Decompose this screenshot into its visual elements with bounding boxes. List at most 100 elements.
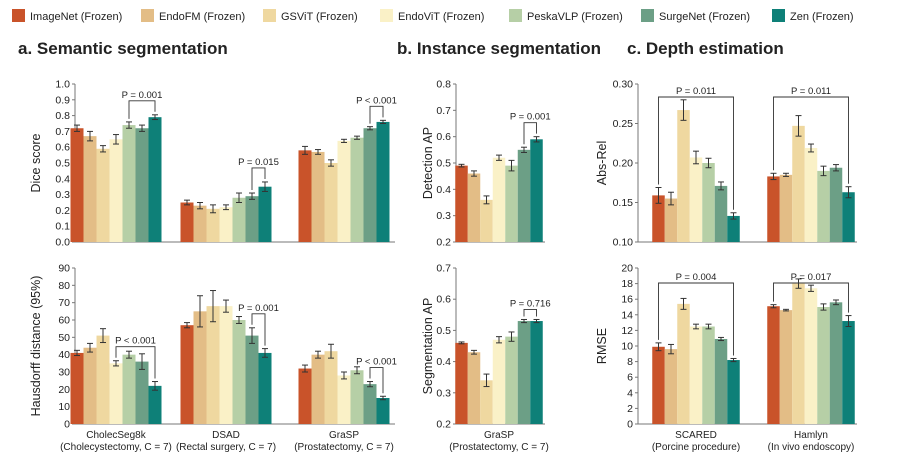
y-tick-label: 0.6	[436, 131, 451, 143]
y-tick-label: 0.1	[55, 221, 70, 233]
bar	[311, 354, 325, 424]
bar	[363, 128, 377, 242]
bar	[664, 349, 678, 424]
bar	[311, 151, 325, 242]
x-category-label: SCARED	[675, 430, 717, 441]
y-tick-label: 0.7	[436, 105, 451, 117]
bar	[779, 310, 793, 424]
p-value-label: P = 0.015	[238, 157, 279, 168]
significance-bracket	[658, 282, 734, 356]
legend-label: EndoFM (Frozen)	[159, 11, 245, 23]
y-tick-label: 12	[621, 325, 633, 337]
significance-bracket	[523, 122, 537, 145]
y-tick-label: 0.30	[613, 79, 634, 91]
y-tick-label: 80	[58, 280, 70, 292]
y-axis-label: Dice score	[29, 133, 43, 192]
bar	[480, 199, 493, 242]
x-category-label: Hamlyn	[794, 430, 828, 441]
y-tick-label: 0.6	[436, 294, 451, 306]
y-tick-label: 60	[58, 315, 70, 327]
significance-bracket	[251, 167, 266, 191]
y-tick-label: 0.10	[613, 237, 634, 249]
bar	[350, 370, 364, 424]
y-tick-label: 0	[627, 419, 633, 431]
x-category-label: DSAD	[212, 430, 240, 441]
p-value-label: P = 0.716	[510, 298, 551, 309]
bar	[363, 384, 377, 424]
legend-swatch	[380, 9, 393, 22]
legend-swatch	[641, 9, 654, 22]
significance-bracket	[115, 346, 156, 379]
y-tick-label: 0.4	[436, 356, 451, 368]
bar	[652, 195, 665, 242]
y-tick-label: 0.0	[55, 237, 70, 249]
y-tick-label: 0	[64, 419, 70, 431]
significance-bracket	[773, 96, 849, 184]
y-tick-label: 18	[621, 278, 633, 290]
bar	[677, 110, 690, 242]
x-category-sublabel: (Prostatectomy, C = 7)	[294, 442, 394, 453]
y-tick-label: 10	[621, 341, 633, 353]
bar	[337, 140, 351, 242]
y-tick-label: 0.2	[436, 237, 451, 249]
bar	[245, 335, 259, 424]
bar	[829, 302, 843, 424]
bar	[298, 368, 312, 424]
bar	[530, 321, 543, 424]
bar	[109, 363, 123, 424]
bar	[70, 128, 84, 242]
section-title-instance: b. Instance segmentation	[397, 39, 601, 58]
p-value-label: P = 0.004	[676, 272, 717, 283]
bar	[467, 352, 481, 424]
x-category-sublabel: (Porcine procedure)	[652, 442, 740, 453]
y-tick-label: 0.2	[55, 205, 70, 217]
y-tick-label: 0.5	[55, 158, 70, 170]
bar	[767, 306, 780, 424]
y-axis-label: Segmentation AP	[421, 298, 435, 395]
legend-label: SurgeNet (Frozen)	[659, 11, 750, 23]
bar	[193, 205, 207, 242]
bar	[258, 186, 272, 242]
bar	[258, 352, 272, 424]
bar	[96, 335, 110, 424]
legend: ImageNet (Frozen) EndoFM (Frozen) GSViT (F…	[12, 9, 854, 23]
bar	[324, 163, 338, 242]
y-tick-label: 0.8	[436, 79, 451, 91]
legend-swatch	[509, 9, 522, 22]
bar	[505, 336, 518, 424]
bar	[83, 136, 97, 242]
bar	[530, 139, 543, 242]
y-tick-label: 6	[627, 372, 633, 384]
detection-ap-chart: 0.2 0.3 0.4 0.5 0.6 0.7 0.8 Detection AP P = 0.0…	[421, 79, 551, 249]
bar	[455, 165, 468, 242]
y-tick-label: 0.7	[436, 263, 451, 275]
bar	[96, 148, 110, 242]
bar	[298, 150, 312, 242]
x-category-sublabel: (In vivo endoscopy)	[768, 442, 855, 453]
dice-score-chart: 0.0 0.1 0.2 0.3 0.4 0.5 0.6 0.7 0.8 0.9 1.0 Dice sc…	[29, 79, 397, 249]
significance-bracket	[773, 282, 849, 313]
section-title-semantic: a. Semantic segmentation	[18, 39, 228, 58]
bar	[677, 303, 690, 424]
y-tick-label: 0.3	[436, 210, 451, 222]
bar	[727, 360, 740, 424]
bar	[219, 306, 233, 424]
bar	[652, 346, 665, 424]
segmentation-ap-chart: 0.2 0.3 0.4 0.5 0.6 0.7 Segmentation AP GraSP(P…	[421, 263, 551, 454]
legend-swatch	[772, 9, 785, 22]
y-tick-label: 90	[58, 263, 70, 275]
x-category-sublabel: (Prostatectomy, C = 7)	[449, 442, 549, 453]
bar	[689, 326, 703, 424]
significance-bracket	[128, 100, 156, 119]
p-value-label: P = 0.017	[791, 272, 832, 283]
y-tick-label: 1.0	[55, 79, 70, 91]
y-tick-label: 10	[58, 401, 70, 413]
bar	[206, 306, 220, 424]
y-tick-label: 0.9	[55, 94, 70, 106]
y-tick-label: 20	[58, 384, 70, 396]
bar	[135, 128, 149, 242]
bar	[664, 198, 678, 242]
legend-swatch	[12, 9, 25, 22]
bar	[180, 202, 194, 242]
x-category-label: CholecSeg8k	[86, 430, 146, 441]
